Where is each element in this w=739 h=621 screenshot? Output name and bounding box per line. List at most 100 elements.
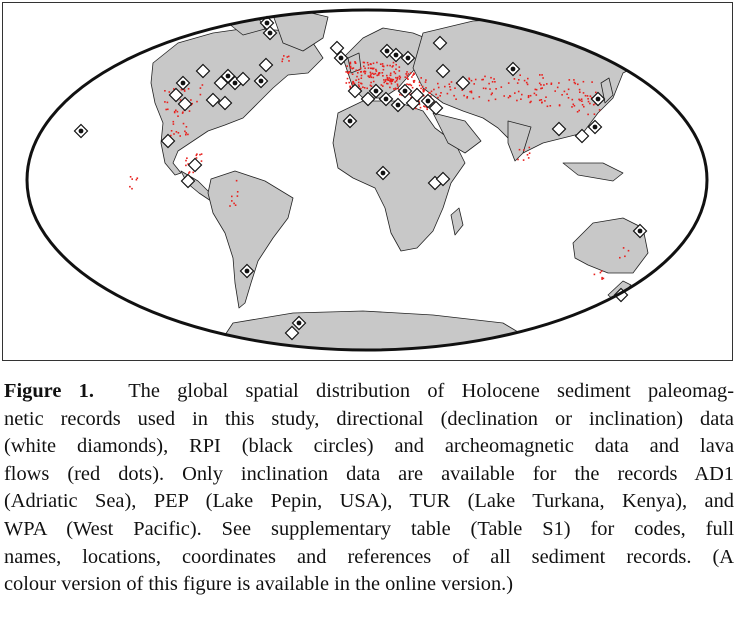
archeomagnetic-dot <box>590 97 593 99</box>
archeomagnetic-dot <box>518 148 521 151</box>
archeomagnetic-dot <box>383 81 385 84</box>
archeomagnetic-dot <box>389 86 391 89</box>
archeomagnetic-dot <box>413 81 415 83</box>
archeomagnetic-dot <box>372 68 374 70</box>
archeomagnetic-dot <box>363 65 365 68</box>
archeomagnetic-dot <box>357 69 360 71</box>
sediment-record-marker <box>378 91 394 107</box>
archeomagnetic-dot <box>591 81 593 83</box>
archeomagnetic-dot <box>393 88 395 90</box>
archeomagnetic-dot <box>589 102 591 105</box>
archeomagnetic-dot <box>191 102 193 105</box>
black-circle-icon <box>296 320 302 326</box>
archeomagnetic-dot <box>407 73 410 75</box>
sediment-record-marker <box>420 93 436 109</box>
archeomagnetic-dot <box>422 90 425 93</box>
archeomagnetic-dot <box>167 108 169 111</box>
archeomagnetic-dot <box>363 70 366 72</box>
archeomagnetic-dot <box>481 78 483 81</box>
archeomagnetic-dot <box>449 86 451 88</box>
sediment-record-marker <box>175 75 191 91</box>
archeomagnetic-dot <box>397 88 400 90</box>
archeomagnetic-dot <box>391 80 394 82</box>
archeomagnetic-dot <box>170 130 173 132</box>
archeomagnetic-dot <box>394 72 397 75</box>
black-circle-icon <box>264 20 270 26</box>
archeomagnetic-dot <box>546 83 548 85</box>
archeomagnetic-dot <box>535 94 538 96</box>
archeomagnetic-dot <box>199 93 202 96</box>
archeomagnetic-dot <box>195 154 198 157</box>
archeomagnetic-dot <box>592 103 595 106</box>
archeomagnetic-dot <box>355 79 357 81</box>
archeomagnetic-dot <box>507 96 510 99</box>
archeomagnetic-dot <box>423 105 425 107</box>
archeomagnetic-dot <box>622 247 625 249</box>
archeomagnetic-dot <box>550 82 553 85</box>
archeomagnetic-dot <box>363 61 366 64</box>
archeomagnetic-dot <box>187 163 189 165</box>
sediment-record-marker <box>360 91 376 107</box>
archeomagnetic-dot <box>389 80 391 83</box>
archeomagnetic-dot <box>449 88 452 91</box>
archeomagnetic-dot <box>358 85 360 88</box>
archeomagnetic-dot <box>378 72 381 74</box>
archeomagnetic-dot <box>423 94 425 97</box>
caption-line: (white diamonds), RPI (black circles) an… <box>4 435 734 458</box>
archeomagnetic-dot <box>352 83 354 85</box>
archeomagnetic-dot <box>175 109 177 112</box>
black-circle-icon <box>267 30 273 36</box>
archeomagnetic-dot <box>602 277 605 280</box>
archeomagnetic-dot <box>386 64 389 67</box>
archeomagnetic-dot <box>354 61 356 63</box>
archeomagnetic-dot <box>388 77 391 79</box>
archeomagnetic-dot <box>411 86 414 89</box>
archeomagnetic-dot <box>426 108 428 111</box>
sediment-record-marker <box>177 96 193 112</box>
black-circle-icon <box>405 55 411 61</box>
archeomagnetic-dot <box>349 61 352 64</box>
archeomagnetic-dot <box>384 80 387 83</box>
archeomagnetic-dot <box>235 179 238 182</box>
archeomagnetic-dot <box>367 67 370 69</box>
archeomagnetic-dot <box>346 65 348 67</box>
archeomagnetic-dot <box>523 149 525 151</box>
archeomagnetic-dot <box>490 76 492 79</box>
archeomagnetic-dot <box>175 131 178 133</box>
archeomagnetic-dot <box>135 178 138 181</box>
white-diamond-icon <box>160 133 176 149</box>
archeomagnetic-dot <box>439 95 441 97</box>
archeomagnetic-dot <box>594 102 596 105</box>
sediment-record-marker <box>388 47 404 63</box>
archeomagnetic-dot <box>374 72 377 75</box>
archeomagnetic-dot <box>491 81 494 83</box>
archeomagnetic-dot <box>407 83 410 86</box>
caption-line: flows (red dots). Only inclination data … <box>4 462 734 485</box>
archeomagnetic-dot <box>527 96 530 99</box>
archeomagnetic-dot <box>419 106 422 109</box>
archeomagnetic-dot <box>482 87 485 90</box>
archeomagnetic-dot <box>521 93 523 96</box>
archeomagnetic-dot <box>359 87 362 90</box>
archeomagnetic-dot <box>583 105 585 108</box>
archeomagnetic-dot <box>184 130 186 133</box>
archeomagnetic-dot <box>578 98 580 101</box>
archeomagnetic-dot <box>354 62 356 64</box>
sediment-record-marker <box>432 35 448 51</box>
archeomagnetic-dot <box>399 76 402 79</box>
archeomagnetic-dot <box>466 97 468 99</box>
archeomagnetic-dot <box>366 61 369 64</box>
archeomagnetic-dot <box>455 98 457 100</box>
archeomagnetic-dot <box>584 94 587 97</box>
archeomagnetic-dot <box>386 78 389 80</box>
archeomagnetic-dot <box>348 81 350 84</box>
archeomagnetic-dot <box>168 91 171 93</box>
archeomagnetic-dot <box>352 80 354 83</box>
archeomagnetic-dot <box>394 88 397 91</box>
archeomagnetic-dot <box>179 99 182 101</box>
archeomagnetic-dot <box>201 84 204 86</box>
sediment-record-marker <box>235 71 251 87</box>
archeomagnetic-dot <box>398 70 401 72</box>
archeomagnetic-dot <box>444 85 446 88</box>
archeomagnetic-dot <box>362 61 365 64</box>
